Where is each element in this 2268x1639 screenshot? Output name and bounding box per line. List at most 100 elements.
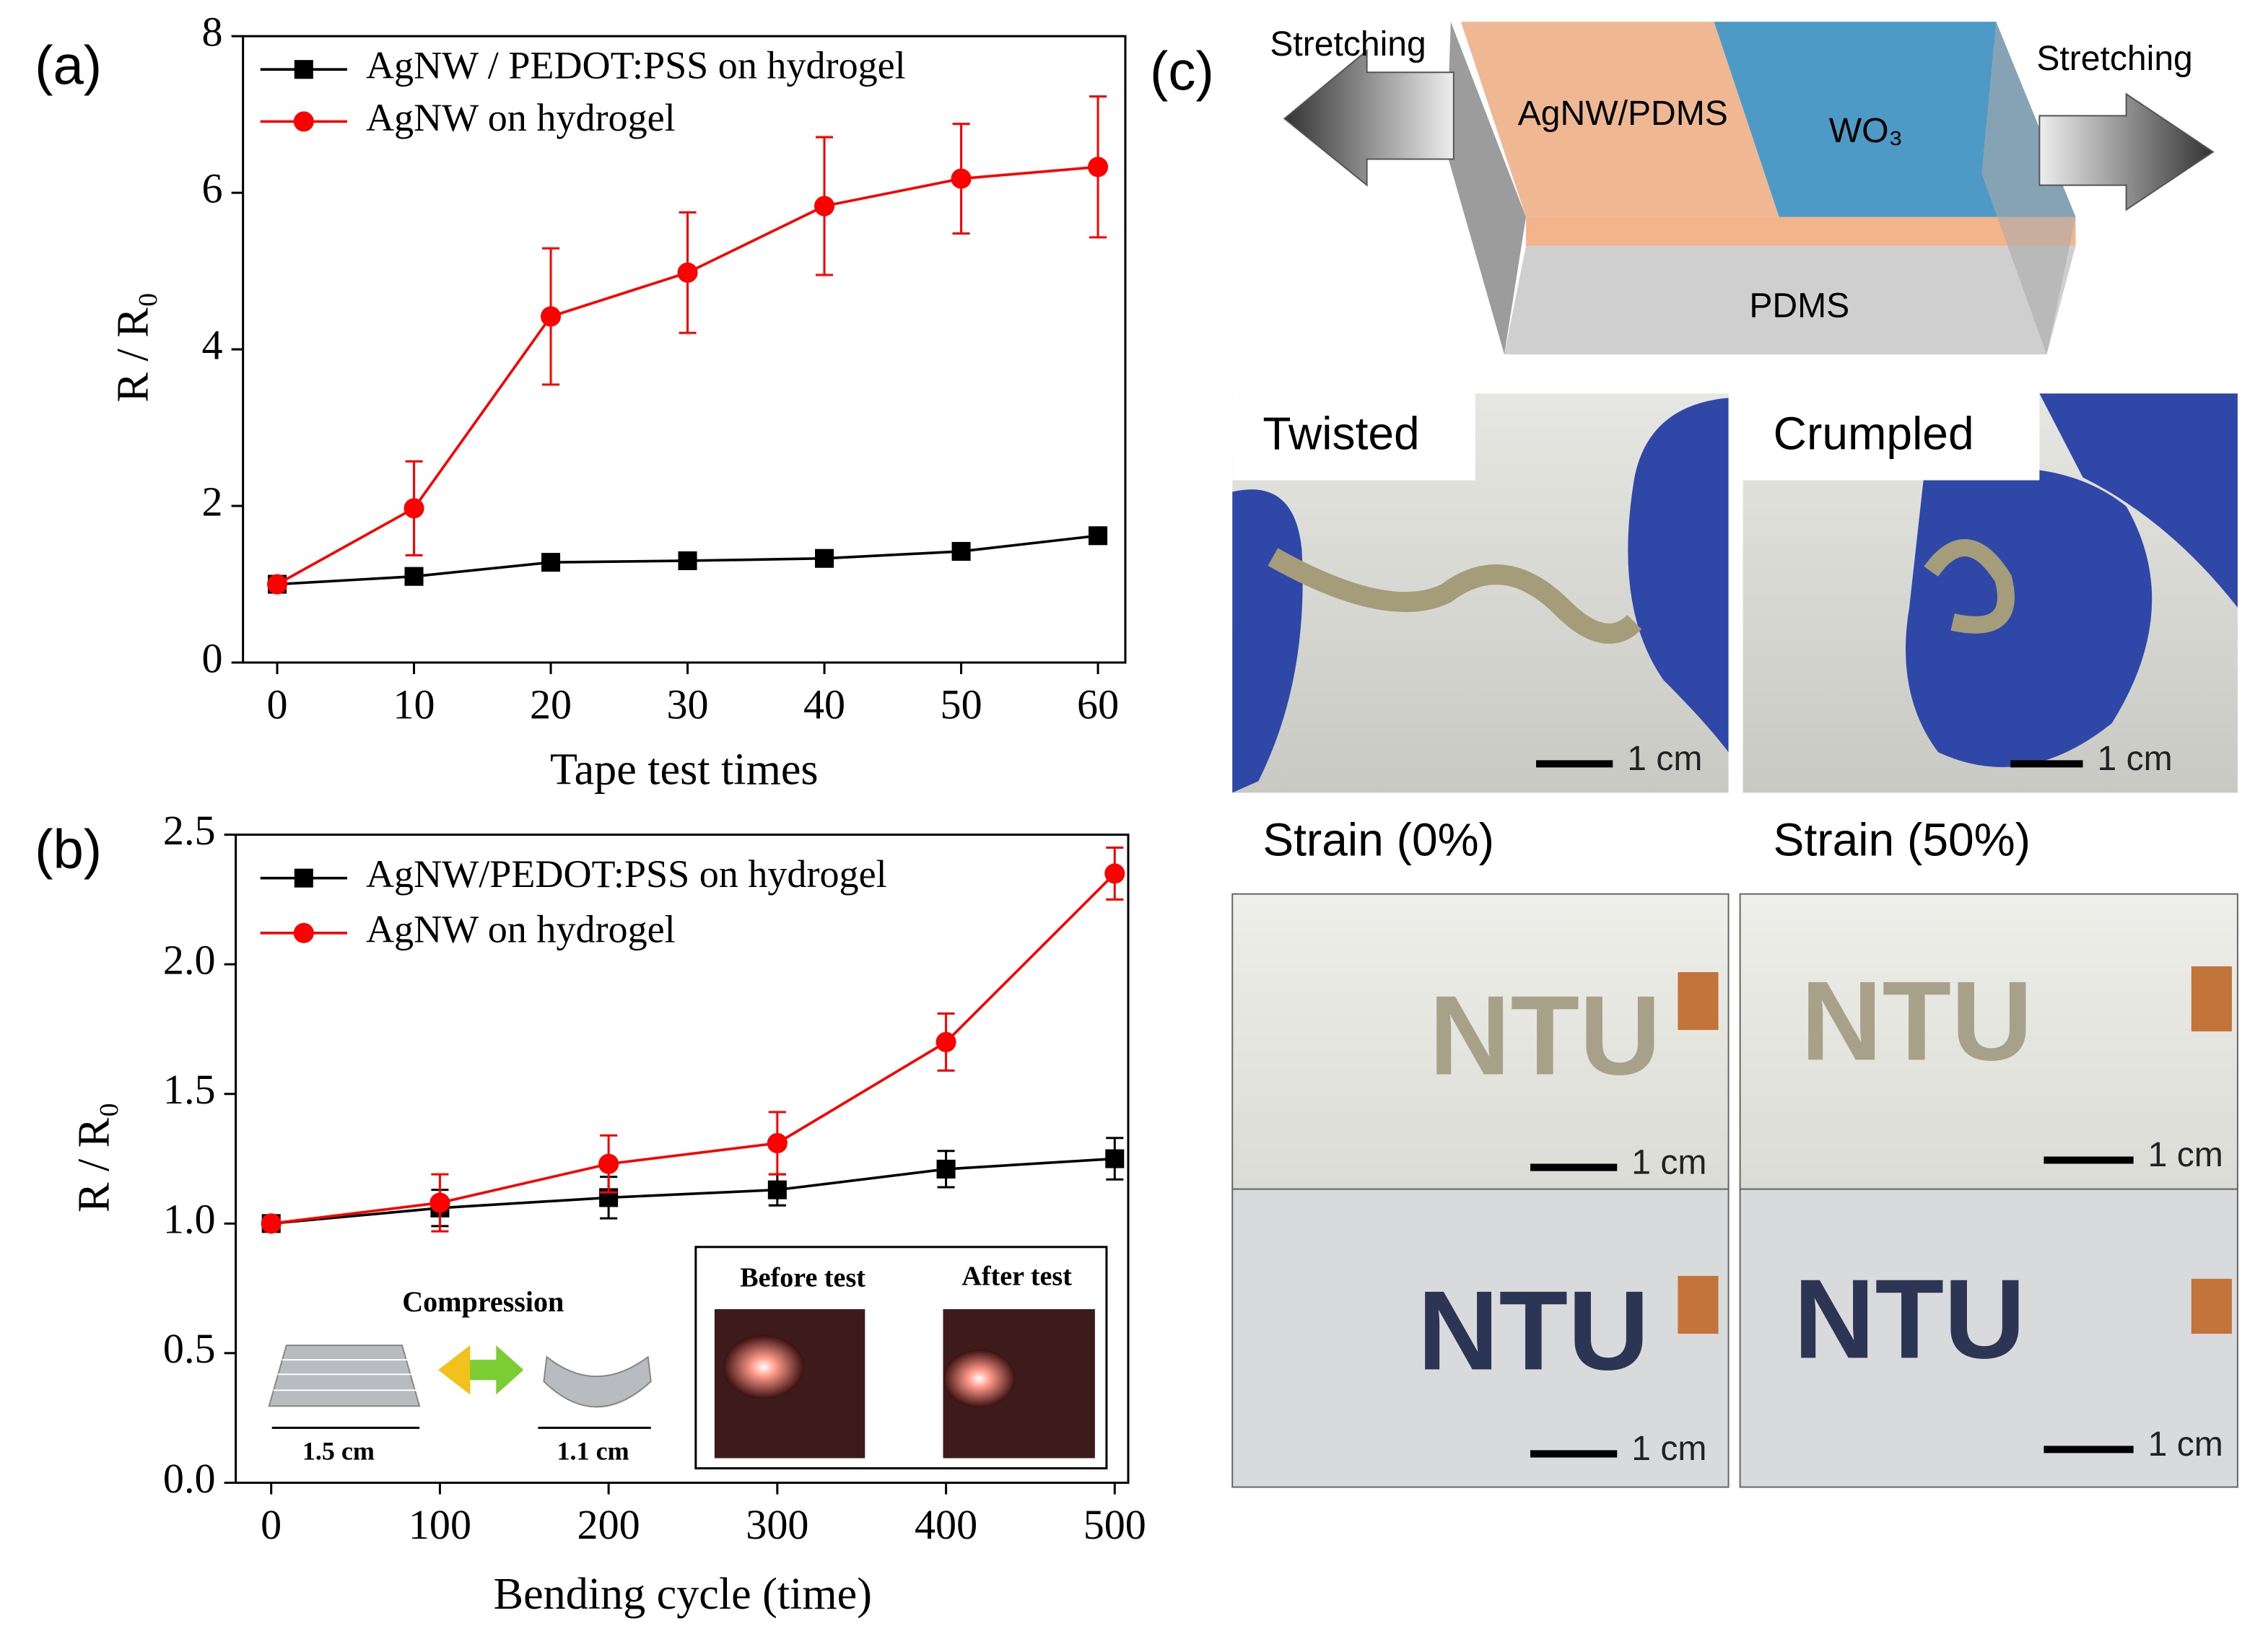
marker bbox=[678, 551, 697, 571]
plot-frame bbox=[235, 834, 1130, 1485]
legend-marker bbox=[294, 60, 313, 79]
photo bbox=[1231, 893, 1730, 1190]
legend-label: AgNW on hydrogel bbox=[366, 96, 676, 139]
y-tick-label: 1.5 bbox=[163, 1066, 216, 1113]
marker bbox=[951, 168, 972, 189]
inset-text: Compression bbox=[402, 1285, 564, 1318]
y-axis-label: R / R₀ bbox=[70, 1102, 119, 1212]
legend-label: AgNW on hydrogel bbox=[366, 907, 676, 950]
photo bbox=[1231, 1188, 1730, 1488]
marker bbox=[936, 1159, 956, 1179]
series-line bbox=[271, 873, 1116, 1225]
label: Strain (0%) bbox=[1262, 814, 1494, 866]
schematic: Stretching Stretching AgNW/PDMS WO₃ PDMS bbox=[1270, 22, 2215, 355]
photo bbox=[1739, 893, 2238, 1190]
x-tick-label: 20 bbox=[530, 681, 572, 727]
arrow bbox=[2038, 92, 2215, 211]
series-line bbox=[271, 1157, 1115, 1225]
scale-bars: 1 cm 1 cm 1 cm 1 cm 1 cm 1 cm bbox=[1530, 739, 2223, 1468]
logo: NTU bbox=[1429, 972, 1661, 1098]
y-tick-label: 0.5 bbox=[163, 1325, 216, 1372]
legend-label: AgNW/PEDOT:PSS on hydrogel bbox=[366, 852, 887, 896]
inset-text: 1.1 cm bbox=[557, 1437, 629, 1466]
inset-text: 1.5 cm bbox=[302, 1437, 375, 1466]
marker bbox=[598, 1153, 619, 1174]
flat-sample bbox=[268, 1345, 421, 1407]
marker bbox=[404, 498, 424, 519]
marker bbox=[767, 1132, 788, 1154]
legend-symbol bbox=[294, 868, 313, 888]
x-tick-label: 0 bbox=[266, 681, 287, 727]
chart: 0 10 20 30 40 50 60 0 2 4 6 8 Tape test times R / R₀ A… bbox=[109, 8, 1127, 795]
x-tick-label: 30 bbox=[666, 681, 708, 727]
scale-label: 1 cm bbox=[2148, 1135, 2223, 1174]
inset-b: 1.5 cm 1.1 cm Compression Before test Af… bbox=[268, 1246, 1108, 1469]
marker bbox=[266, 574, 288, 595]
y-axis-label: R / R₀ bbox=[109, 292, 158, 403]
scale-label: 1 cm bbox=[1627, 739, 1702, 778]
scale-label: 1 cm bbox=[2098, 739, 2173, 778]
label: AgNW/PDMS bbox=[1518, 94, 1728, 133]
label: WO₃ bbox=[1829, 111, 1903, 150]
legend-symbol bbox=[294, 60, 313, 79]
marker bbox=[429, 1192, 450, 1213]
y-tick-label: 0 bbox=[202, 634, 223, 681]
panel-label: (c) bbox=[1150, 40, 1214, 102]
marker bbox=[1088, 157, 1109, 178]
x-tick-label: 0 bbox=[261, 1501, 282, 1548]
x-tick-label: 400 bbox=[915, 1501, 977, 1548]
legend-symbol bbox=[293, 922, 314, 943]
legend-symbol bbox=[293, 111, 314, 132]
marker bbox=[767, 1180, 787, 1199]
label: Crumpled bbox=[1774, 407, 1974, 459]
label: Stretching bbox=[1270, 25, 1426, 64]
panel-label: (b) bbox=[35, 819, 102, 880]
x-tick-label: 300 bbox=[746, 1501, 808, 1548]
label: Strain (50%) bbox=[1774, 814, 2031, 866]
label: Stretching bbox=[2036, 39, 2192, 78]
inset-text: After test bbox=[961, 1262, 1072, 1292]
scale-label: 1 cm bbox=[1631, 1142, 1706, 1181]
x-axis-label: Tape test times bbox=[550, 746, 819, 795]
legend-label: AgNW / PEDOT:PSS on hydrogel bbox=[366, 44, 906, 87]
x-tick-label: 500 bbox=[1083, 1501, 1146, 1548]
inset-text: Before test bbox=[740, 1263, 865, 1293]
marker bbox=[677, 262, 698, 283]
marker bbox=[1104, 863, 1125, 884]
scale-label: 1 cm bbox=[2148, 1425, 2223, 1464]
y-tick-label: 4 bbox=[202, 321, 223, 368]
marker bbox=[1105, 1149, 1125, 1168]
x-tick-label: 200 bbox=[577, 1501, 640, 1548]
y-tick-label: 2.0 bbox=[163, 936, 216, 983]
marker bbox=[541, 553, 561, 572]
marker bbox=[814, 196, 835, 217]
label: PDMS bbox=[1749, 287, 1849, 325]
bent-sample bbox=[543, 1355, 652, 1408]
photo bbox=[1739, 1188, 2238, 1488]
photos: Twisted Crumpled Strain (0%) Strain (50%… bbox=[1231, 393, 2238, 1488]
marker bbox=[815, 548, 834, 568]
marker bbox=[935, 1031, 956, 1052]
label: Twisted bbox=[1262, 407, 1419, 459]
legend-marker bbox=[293, 111, 314, 132]
y-tick-label: 8 bbox=[202, 8, 223, 55]
x-tick-label: 40 bbox=[803, 681, 845, 727]
y-tick-label: 0.0 bbox=[163, 1455, 216, 1502]
marker bbox=[261, 1213, 282, 1234]
scale-label: 1 cm bbox=[1631, 1429, 1706, 1468]
x-tick-label: 100 bbox=[409, 1501, 471, 1548]
logo: NTU bbox=[1801, 958, 2033, 1084]
logo: NTU bbox=[1794, 1256, 2025, 1382]
y-tick-label: 2 bbox=[202, 478, 223, 525]
x-axis-label: Bending cycle (time) bbox=[494, 1570, 872, 1619]
y-tick-label: 6 bbox=[202, 165, 223, 211]
y-tick-label: 1.0 bbox=[163, 1196, 216, 1243]
arrow bbox=[1283, 49, 1454, 187]
y-tick-label: 2.5 bbox=[163, 807, 216, 854]
marker bbox=[541, 306, 562, 327]
marker bbox=[404, 567, 424, 586]
logo: NTU bbox=[1418, 1267, 1649, 1394]
panel-label: (a) bbox=[35, 35, 102, 96]
